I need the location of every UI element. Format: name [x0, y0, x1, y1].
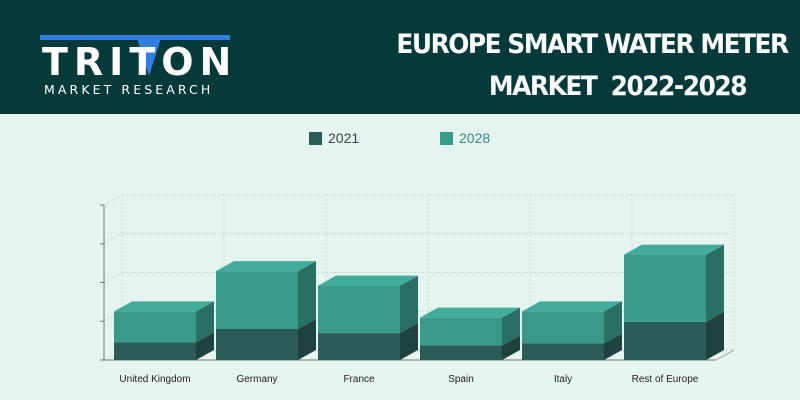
- bar-side-2028-rest-of-europe: [706, 244, 724, 322]
- bar-top-spain: [420, 307, 520, 318]
- brand-subtitle: MARKET RESEARCH: [44, 82, 214, 97]
- bar-2021-spain: [420, 345, 502, 360]
- title-line-1: EUROPE SMART WATER METER: [396, 29, 789, 60]
- legend-swatch-2021: [309, 131, 322, 145]
- bar-2028-rest-of-europe: [624, 254, 706, 322]
- legend-swatch-2028: [440, 131, 453, 145]
- bar-side-2021-spain: [502, 335, 520, 360]
- bar-2021-rest-of-europe: [624, 321, 706, 360]
- grid-depth-line: [103, 233, 123, 245]
- bar-top-united-kingdom: [114, 301, 214, 312]
- bar-side-2028-united-kingdom: [196, 301, 214, 343]
- bar-2021-italy: [522, 343, 604, 360]
- x-tick-label: Spain: [448, 374, 474, 385]
- bar-2028-italy: [522, 311, 604, 344]
- bar-top-germany: [216, 261, 316, 272]
- bar-top-rest-of-europe: [624, 244, 724, 255]
- bar-side-2021-france: [400, 323, 418, 360]
- bar-side-2028-germany: [298, 261, 316, 329]
- legend-label-2028: 2028: [459, 130, 491, 146]
- logo-text: TRITON: [42, 40, 237, 80]
- header-banner: TRITON MARKET RESEARCH EUROPE SMART WATE…: [0, 0, 800, 114]
- bar-2021-france: [318, 333, 400, 360]
- bar-2028-france: [318, 285, 400, 334]
- bar-side-2028-spain: [502, 307, 520, 346]
- bar-side-2021-rest-of-europe: [706, 311, 724, 360]
- bar-2028-united-kingdom: [114, 311, 196, 343]
- legend-item-2021: 2021: [309, 130, 359, 146]
- triton-logo: TRITON: [40, 35, 237, 80]
- x-tick-label: Rest of Europe: [632, 374, 699, 385]
- bar-side-2021-italy: [604, 333, 622, 360]
- x-tick-label: France: [343, 374, 375, 385]
- bar-side-2021-united-kingdom: [196, 332, 214, 360]
- x-axis-depth: [715, 349, 735, 361]
- x-tick-label: United Kingdom: [119, 374, 190, 385]
- grid-depth-line: [103, 272, 123, 283]
- bar-side-2028-france: [400, 275, 418, 334]
- bar-2028-germany: [216, 271, 298, 329]
- title-line-2: MARKET 2022-2028: [488, 71, 748, 102]
- bar-top-france: [318, 275, 418, 286]
- legend-item-2028: 2028: [440, 130, 490, 146]
- bar-2021-united-kingdom: [114, 342, 196, 360]
- x-tick-label: Germany: [236, 374, 277, 385]
- page-title: EUROPE SMART WATER METER MARKET 2022-202…: [396, 24, 789, 108]
- legend-label-2021: 2021: [328, 130, 360, 146]
- grid-depth-line: [103, 194, 123, 206]
- bar-side-2021-germany: [298, 319, 316, 360]
- bar-side-2028-italy: [604, 301, 622, 344]
- x-tick-label: Italy: [554, 374, 572, 385]
- chart-legend: 2021 2028: [0, 130, 800, 150]
- bar-top-italy: [522, 301, 622, 312]
- bar-2021-germany: [216, 329, 298, 360]
- bar-2028-spain: [420, 317, 502, 346]
